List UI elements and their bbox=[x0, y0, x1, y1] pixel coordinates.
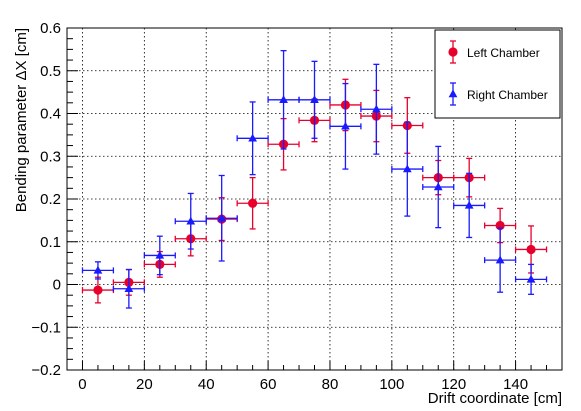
y-tick-label: 0.3 bbox=[40, 148, 61, 165]
triangle-marker bbox=[248, 133, 257, 142]
data-point bbox=[112, 268, 145, 309]
x-tick-label: 120 bbox=[441, 376, 466, 393]
x-axis: 0 20 40 60 80 100 120 140 bbox=[66, 361, 563, 393]
data-point bbox=[143, 235, 176, 276]
circle-marker bbox=[448, 47, 458, 57]
triangle-marker bbox=[217, 213, 227, 222]
x-axis-label: Drift coordinate [cm] bbox=[428, 390, 562, 407]
triangle-marker bbox=[155, 250, 165, 259]
data-point bbox=[360, 63, 393, 155]
triangle-marker bbox=[526, 274, 536, 283]
triangle-marker bbox=[124, 284, 134, 292]
triangle-marker bbox=[402, 164, 412, 173]
data-point bbox=[205, 174, 238, 262]
triangle-marker bbox=[464, 200, 474, 209]
y-tick-label: −0.1 bbox=[31, 319, 61, 336]
triangle-marker bbox=[372, 104, 381, 113]
triangle-marker bbox=[310, 95, 319, 104]
x-tick-label: 80 bbox=[322, 376, 339, 393]
triangle-marker bbox=[93, 265, 103, 274]
data-point bbox=[514, 263, 548, 295]
data-point bbox=[329, 82, 362, 170]
data-point bbox=[391, 121, 424, 217]
data-point bbox=[81, 261, 115, 280]
data-point bbox=[298, 60, 331, 139]
y-axis: −0.2 −0.1 0 0.1 0.2 0.3 0.4 0.5 0.6 bbox=[31, 20, 78, 379]
triangle-marker bbox=[448, 89, 458, 98]
x-tick-label: 60 bbox=[260, 376, 277, 393]
y-tick-label: 0.4 bbox=[40, 106, 61, 123]
y-tick-label: 0.5 bbox=[40, 63, 61, 80]
legend-entry: Right Chamber bbox=[448, 82, 548, 106]
legend-label: Right Chamber bbox=[467, 88, 548, 102]
triangle-marker bbox=[186, 216, 196, 225]
y-axis-label: Bending parameter ΔX [cm] bbox=[13, 28, 30, 212]
y-tick-label: 0 bbox=[53, 277, 61, 294]
legend-label: Left Chamber bbox=[467, 46, 540, 60]
x-tick-label: 40 bbox=[198, 376, 215, 393]
x-tick-label: 0 bbox=[78, 376, 86, 393]
x-tick-label: 20 bbox=[136, 376, 153, 393]
circle-marker bbox=[93, 285, 103, 295]
y-tick-label: 0.1 bbox=[40, 234, 61, 251]
legend-box bbox=[434, 29, 561, 119]
x-tick-label: 140 bbox=[503, 376, 528, 393]
data-point bbox=[484, 227, 517, 293]
triangle-marker bbox=[433, 182, 443, 191]
circle-marker bbox=[248, 198, 258, 208]
triangle-marker bbox=[495, 255, 505, 264]
y-tick-label: −0.2 bbox=[31, 362, 61, 379]
legend-entry: Left Chamber bbox=[448, 40, 540, 64]
x-tick-label: 100 bbox=[379, 376, 404, 393]
series-layer bbox=[81, 50, 548, 309]
data-point bbox=[453, 172, 486, 239]
y-tick-label: 0.2 bbox=[40, 191, 61, 208]
triangle-marker bbox=[341, 121, 350, 130]
y-tick-label: 0.6 bbox=[40, 20, 61, 37]
series-right-chamber bbox=[81, 50, 548, 309]
circle-marker bbox=[526, 244, 536, 255]
data-point bbox=[422, 145, 455, 229]
data-point bbox=[236, 101, 269, 176]
triangle-marker bbox=[279, 95, 288, 104]
data-point bbox=[236, 176, 269, 230]
legend: Left Chamber Right Chamber bbox=[434, 29, 561, 119]
